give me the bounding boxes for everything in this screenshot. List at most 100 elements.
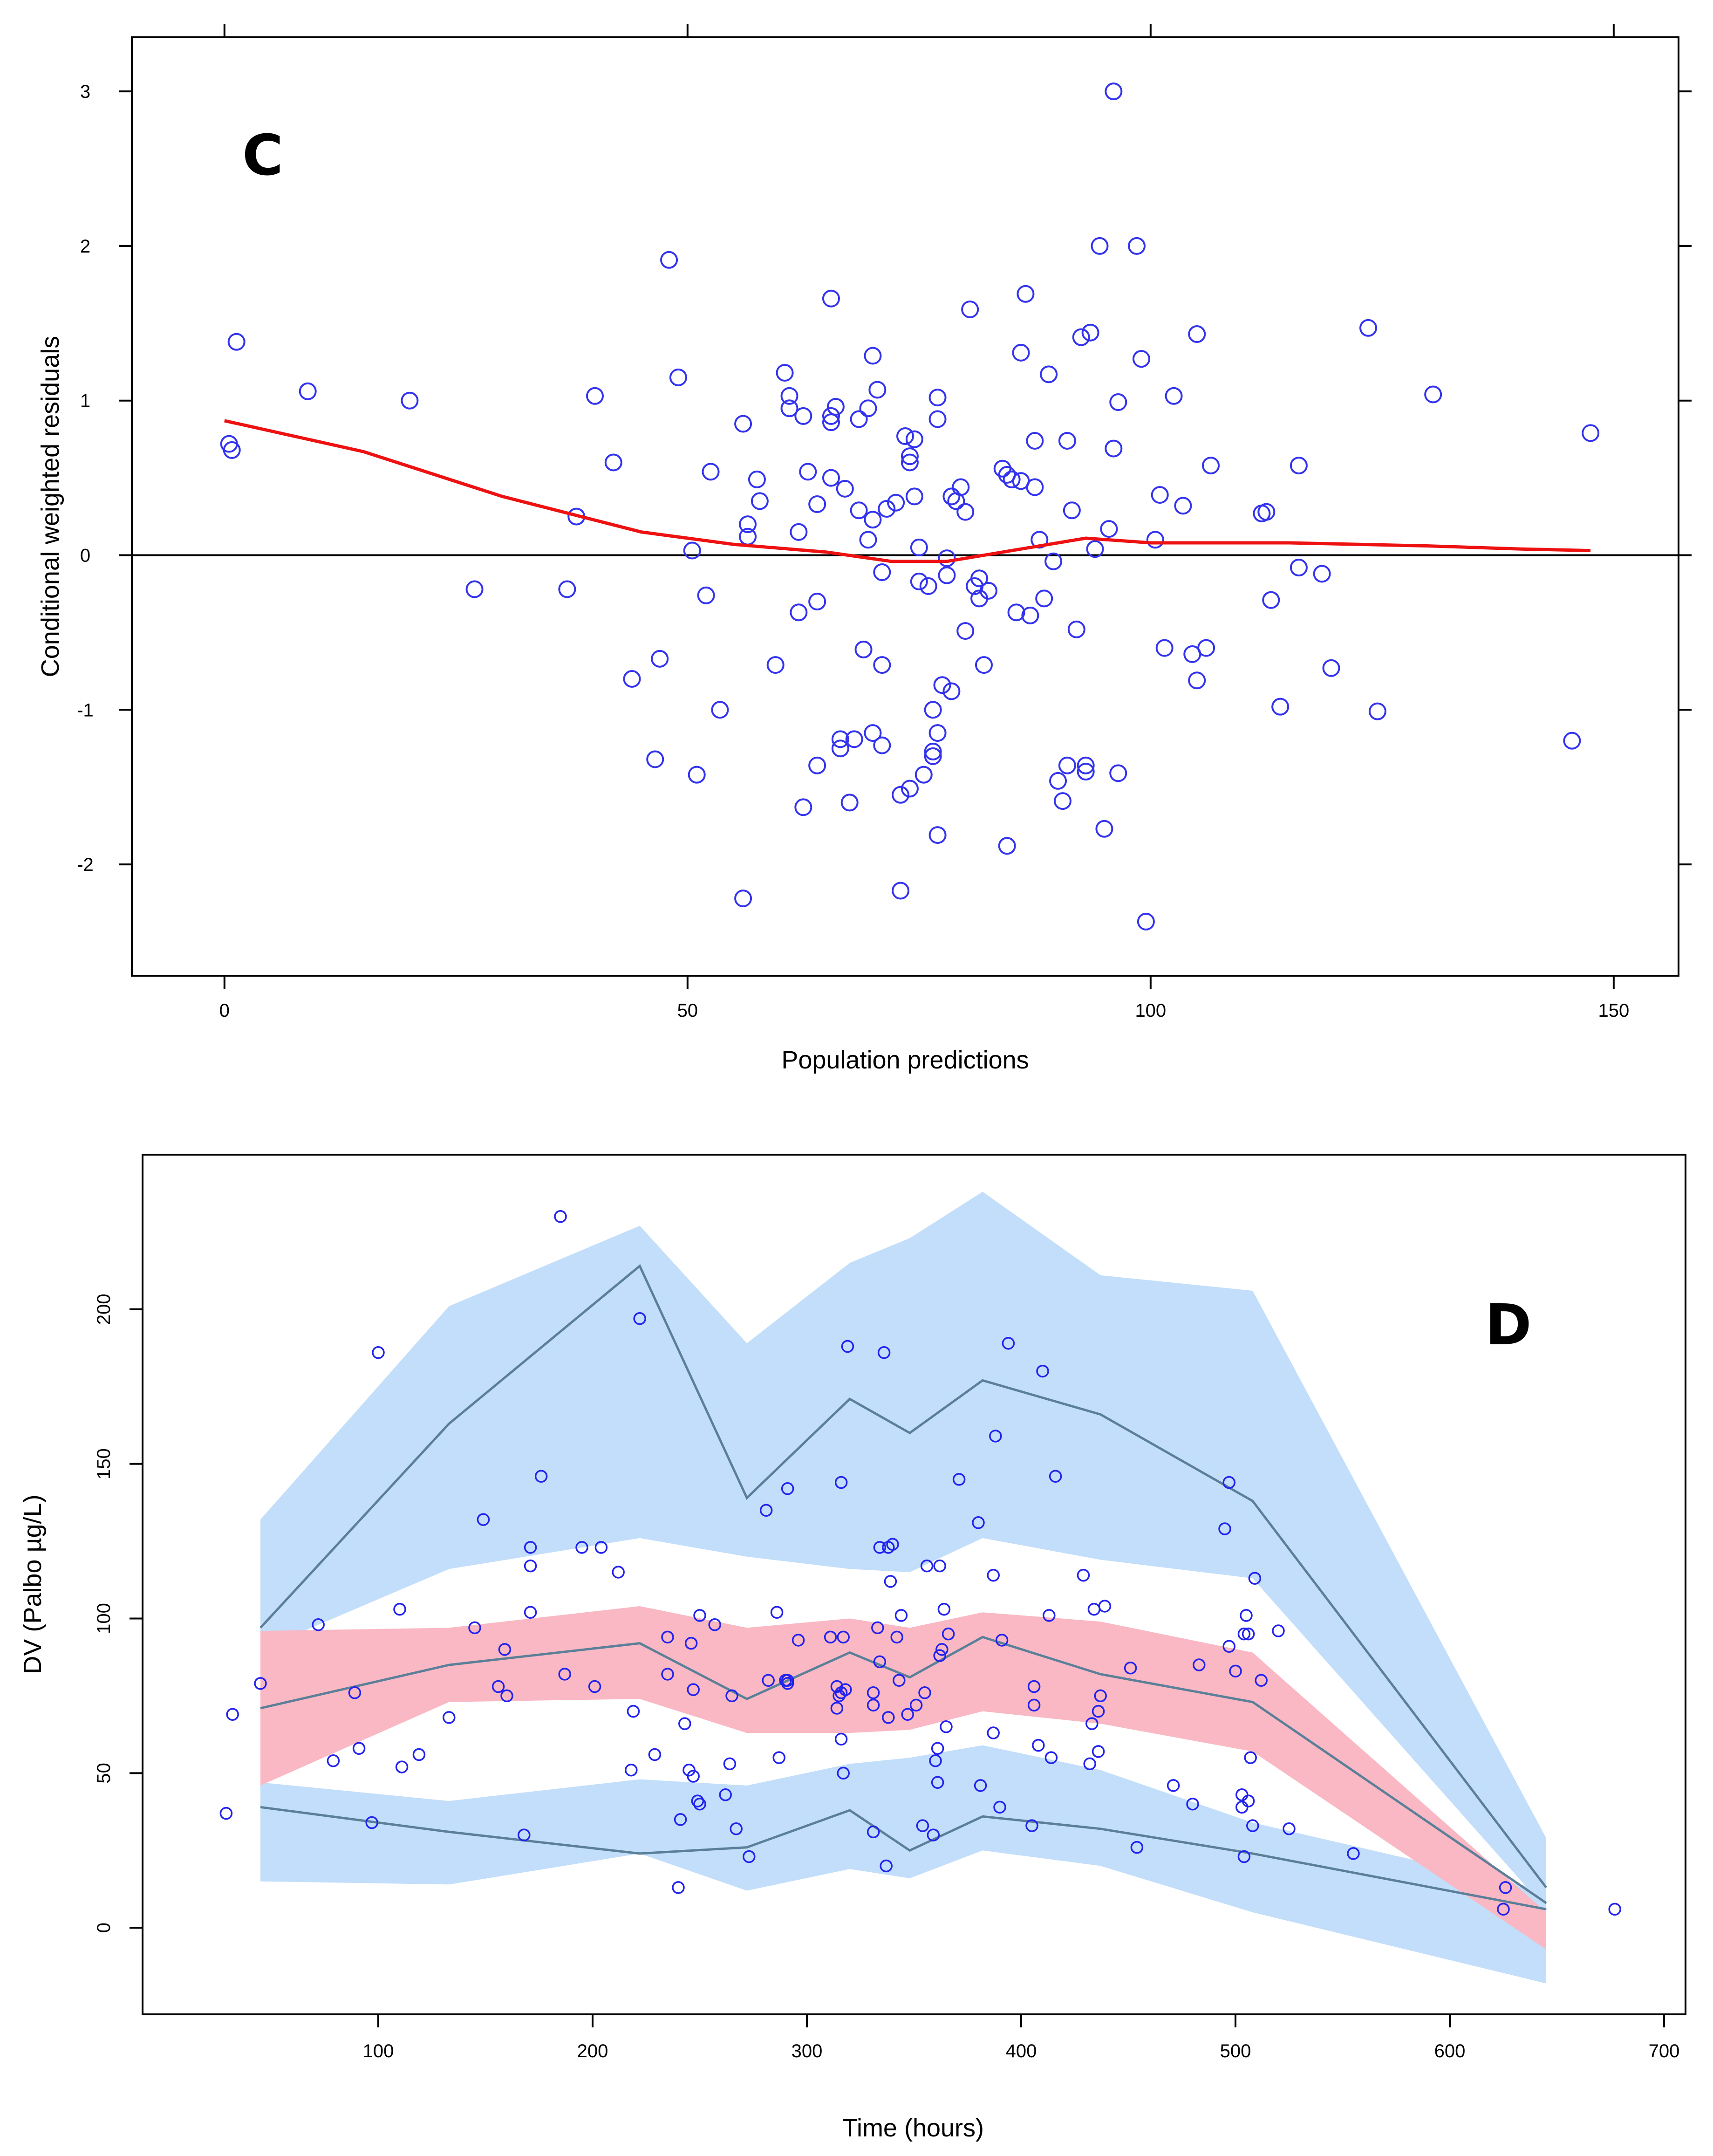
panel-c-point [1109, 393, 1127, 411]
panel-d-x-tick-label: 600 [1434, 2041, 1466, 2061]
panel-c-point [1257, 503, 1276, 521]
panel-c-point [748, 470, 766, 488]
panel-c-y-tick-label: 2 [80, 236, 90, 257]
panel-d-point [1608, 1903, 1621, 1916]
panel-c-point [892, 882, 910, 900]
panel-c-point [1313, 565, 1331, 583]
panel-c-point [660, 251, 678, 269]
panel-d-point [1497, 1903, 1510, 1916]
panel-c-point [915, 766, 933, 784]
panel-c-point [901, 780, 919, 798]
panel-d-point [1283, 1822, 1296, 1835]
panel-c-point [1026, 478, 1044, 496]
panel-c-point [942, 682, 961, 700]
panel-d-point [1255, 1674, 1268, 1687]
panel-d-point [871, 1621, 884, 1635]
panel-d-point [1130, 1841, 1144, 1854]
panel-d-point [1083, 1757, 1096, 1771]
panel-d-point [575, 1541, 588, 1554]
panel-c-point [1072, 328, 1090, 346]
panel-c-point [1003, 470, 1021, 488]
panel-d-point [1193, 1658, 1206, 1671]
panel-d-point [719, 1788, 732, 1801]
panel-d-point [468, 1621, 481, 1635]
panel-c-plot-frame [131, 36, 1679, 977]
panel-c-point [928, 724, 947, 742]
panel-d-point [524, 1606, 537, 1619]
panel-d-point [989, 1430, 1002, 1443]
panel-c-point [864, 724, 882, 742]
panel-c-point [688, 766, 706, 784]
panel-c-point [1077, 756, 1095, 774]
panel-d-point [672, 1881, 685, 1894]
panel-d-point [219, 1807, 233, 1820]
panel-d-point [693, 1797, 706, 1811]
panel-c-point [1262, 591, 1280, 609]
panel-d-point [916, 1819, 929, 1832]
panel-c-point [910, 538, 928, 556]
panel-d-point [841, 1340, 854, 1353]
panel-d-point [1499, 1881, 1512, 1894]
panel-d-point [1167, 1779, 1180, 1792]
panel-d-point [1272, 1624, 1285, 1637]
panel-c-axis-ticks: 0 50 100 150 -2 -1 0 1 2 3 [77, 24, 1692, 1021]
panel-d-point [1124, 1661, 1137, 1675]
panel-c-point [1040, 365, 1058, 383]
panel-c-point [873, 563, 891, 582]
panel-c-point [942, 487, 961, 506]
panel-d-point [254, 1677, 267, 1690]
panel-c-point [910, 572, 928, 590]
panel-c-point [901, 447, 919, 465]
panel-c-point [734, 890, 752, 908]
panel-d-point [412, 1748, 426, 1761]
panel-d-point [730, 1822, 743, 1835]
panel-d-point [1092, 1745, 1105, 1758]
panel-d-point [372, 1346, 385, 1359]
panel-c-point [928, 410, 947, 428]
panel-d-point [1235, 1788, 1249, 1801]
panel-d-point [1092, 1704, 1105, 1718]
panel-c-point [1017, 285, 1035, 303]
panel-c-point [1146, 531, 1164, 549]
panel-c-point [956, 622, 975, 640]
panel-d-point [1237, 1850, 1251, 1863]
panel-c-point [465, 580, 484, 598]
panel-c-point [956, 503, 975, 521]
panel-d-point [937, 1602, 951, 1616]
panel-c-point [223, 441, 241, 459]
panel-c-point [826, 397, 845, 416]
panel-c-point [702, 463, 720, 481]
panel-c-point [1044, 552, 1063, 570]
panel-c-point [892, 786, 910, 804]
panel-d-point [877, 1346, 891, 1359]
panel-d-percentile-lines [259, 1264, 1547, 1910]
panel-c-point [952, 478, 970, 496]
panel-c-point [790, 523, 808, 541]
panel-c-point [227, 333, 246, 351]
panel-c-point [799, 463, 817, 481]
panel-c-point [808, 593, 826, 611]
panel-d-point [661, 1668, 674, 1681]
panel-d-point [534, 1470, 548, 1483]
panel-d-point [627, 1704, 640, 1718]
panel-d-point [684, 1636, 698, 1650]
panel-d-point [894, 1609, 908, 1622]
panel-d-point [834, 1732, 848, 1746]
panel-d-point [687, 1683, 700, 1696]
panel-d-point [1242, 1627, 1255, 1641]
panel-d-point [594, 1541, 608, 1554]
panel-d-point [781, 1482, 794, 1495]
panel-c-point [864, 347, 882, 365]
panel-d-point [1222, 1640, 1235, 1653]
panel-c-point [711, 701, 729, 719]
panel-d-point [770, 1606, 784, 1619]
panel-c-point [1424, 385, 1442, 404]
panel-c-point [1067, 620, 1085, 638]
panel-d-point [395, 1760, 409, 1773]
panel-d-point [933, 1649, 946, 1662]
panel-d-point [524, 1559, 537, 1573]
panel-d-point [558, 1668, 571, 1681]
panel-d-plot-frame [142, 1154, 1686, 2015]
panel-c-point [924, 701, 942, 719]
panel-c-point [850, 501, 868, 520]
